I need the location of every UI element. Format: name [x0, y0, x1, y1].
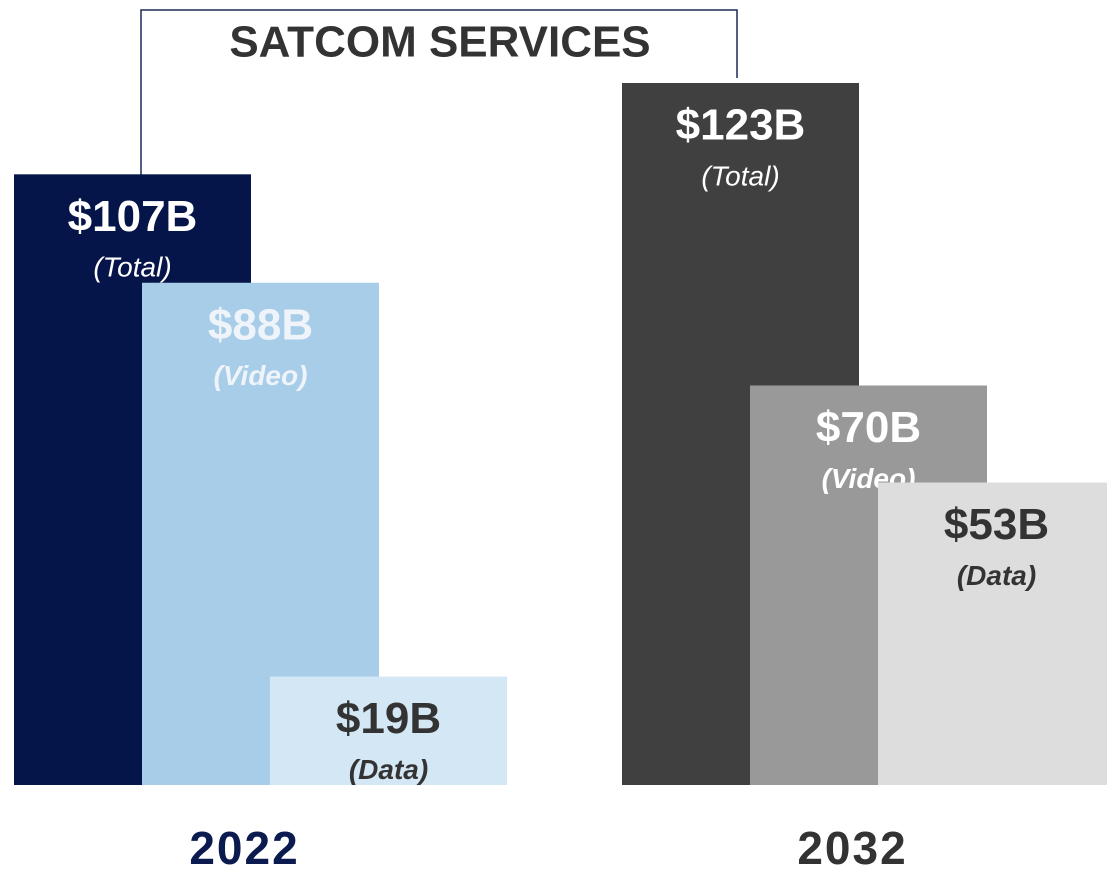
bar — [270, 676, 507, 785]
value-label: $88B — [208, 300, 313, 349]
series-label: (Data) — [957, 560, 1036, 591]
value-label: $70B — [816, 403, 921, 452]
category-label: 2022 — [189, 822, 299, 872]
value-label: $53B — [944, 500, 1049, 549]
series-label: (Data) — [349, 754, 428, 785]
category-label: 2032 — [797, 822, 907, 872]
bar — [878, 482, 1107, 785]
series-label: (Total) — [701, 160, 779, 191]
value-label: $123B — [676, 101, 806, 150]
series-label: (Video) — [214, 360, 308, 391]
title-bracket — [140, 9, 738, 277]
value-label: $19B — [336, 694, 441, 743]
value-label: $107B — [68, 192, 198, 241]
chart-title: SATCOM SERVICES — [229, 18, 650, 67]
series-label: (Total) — [93, 252, 171, 283]
